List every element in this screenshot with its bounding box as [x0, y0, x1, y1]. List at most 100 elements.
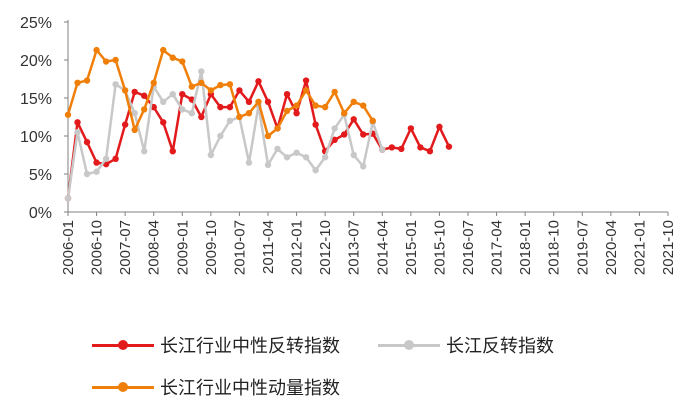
data-point-neutral-reversal	[179, 91, 186, 98]
data-point-neutral-momentum	[207, 87, 215, 94]
data-point-neutral-reversal	[160, 119, 167, 126]
data-point-neutral-momentum	[179, 58, 186, 65]
data-point-neutral-reversal	[407, 125, 415, 132]
data-point-neutral-momentum	[121, 87, 129, 94]
data-point-reversal	[331, 125, 338, 132]
data-point-neutral-momentum	[74, 79, 81, 87]
legend-label-neutral-momentum: 长江行业中性动量指数	[160, 378, 340, 399]
data-point-neutral-momentum	[274, 125, 281, 132]
y-tick-label: 25%	[20, 15, 52, 32]
data-point-reversal	[312, 167, 319, 174]
data-point-reversal	[160, 98, 167, 106]
data-point-neutral-momentum	[369, 117, 376, 125]
data-point-neutral-reversal	[93, 159, 100, 166]
x-tick-label: 2018-10	[546, 220, 563, 275]
data-point-neutral-momentum	[302, 87, 310, 94]
x-tick-label: 2015-01	[403, 220, 420, 275]
data-point-reversal	[217, 132, 224, 140]
data-point-neutral-reversal	[83, 138, 91, 146]
data-point-neutral-momentum	[150, 79, 157, 87]
series-line-reversal	[66, 70, 384, 199]
data-point-reversal	[264, 161, 272, 169]
data-point-reversal	[274, 145, 281, 153]
data-point-neutral-reversal	[255, 78, 262, 85]
data-point-neutral-reversal	[236, 87, 243, 94]
data-point-neutral-reversal	[245, 98, 253, 106]
data-point-reversal	[74, 129, 81, 136]
data-point-reversal	[64, 195, 72, 202]
data-point-neutral-momentum	[236, 113, 243, 121]
y-tick-label: 5%	[29, 167, 52, 184]
data-point-reversal	[350, 151, 357, 159]
data-point-neutral-reversal	[226, 103, 234, 111]
data-point-neutral-reversal	[264, 98, 272, 106]
data-point-neutral-momentum	[331, 88, 338, 96]
data-point-reversal	[179, 106, 186, 113]
data-point-neutral-reversal	[293, 110, 300, 117]
data-point-reversal	[207, 151, 215, 159]
data-point-reversal	[198, 68, 205, 75]
data-point-reversal	[379, 146, 386, 153]
data-point-reversal	[245, 159, 253, 166]
data-point-neutral-momentum	[321, 103, 329, 111]
y-tick-label: 10%	[20, 129, 52, 146]
data-point-neutral-reversal	[302, 77, 310, 84]
x-tick-label: 2009-10	[203, 220, 220, 275]
data-point-neutral-momentum	[131, 126, 138, 134]
data-point-reversal	[112, 81, 119, 88]
x-tick-label: 2009-01	[174, 220, 191, 275]
data-point-reversal	[321, 154, 329, 161]
data-point-neutral-momentum	[226, 81, 234, 88]
legend-swatch-neutral-reversal	[92, 338, 154, 352]
x-tick-label: 2008-04	[146, 220, 163, 275]
x-tick-label: 2012-01	[289, 220, 306, 275]
legend-swatch-reversal	[378, 338, 440, 352]
x-tick-label: 2015-10	[431, 220, 448, 275]
x-tick-label: 2006-01	[60, 220, 77, 275]
data-point-neutral-reversal	[131, 88, 138, 96]
data-point-reversal	[102, 155, 110, 162]
x-tick-label: 2017-04	[489, 220, 506, 275]
data-point-neutral-momentum	[112, 56, 119, 64]
data-point-neutral-momentum	[64, 111, 72, 118]
data-point-reversal	[302, 154, 310, 161]
data-point-reversal	[83, 170, 91, 178]
data-point-neutral-reversal	[140, 92, 148, 99]
data-point-neutral-momentum	[217, 81, 224, 89]
data-point-reversal	[188, 110, 196, 117]
legend-item-reversal: 长江反转指数	[378, 332, 554, 358]
legend-item-neutral-reversal: 长江行业中性反转指数	[92, 332, 340, 358]
data-point-neutral-reversal	[312, 121, 319, 128]
data-point-reversal	[131, 110, 138, 117]
data-point-neutral-momentum	[188, 83, 196, 90]
plot-area: 0% 5% 10% 15% 20% 25% 2006-01 2006-10 2007-07 200…	[20, 15, 677, 275]
data-point-neutral-reversal	[74, 119, 81, 126]
data-point-neutral-momentum	[160, 46, 167, 54]
data-point-neutral-momentum	[198, 79, 205, 87]
legend-label-reversal: 长江反转指数	[446, 336, 554, 357]
data-point-neutral-reversal	[169, 148, 176, 155]
data-point-neutral-momentum	[264, 132, 272, 140]
x-tick-label: 2014-04	[374, 220, 391, 275]
data-point-neutral-reversal	[426, 148, 434, 155]
data-point-neutral-momentum	[293, 102, 300, 109]
data-point-neutral-reversal	[198, 113, 205, 121]
data-point-neutral-reversal	[112, 155, 119, 162]
x-tick-label: 2018-01	[517, 220, 534, 275]
x-tick-label: 2019-07	[574, 220, 591, 275]
data-point-neutral-momentum	[93, 46, 100, 54]
data-point-neutral-momentum	[283, 107, 291, 115]
data-point-reversal	[293, 149, 300, 156]
data-point-neutral-reversal	[445, 143, 453, 150]
series-line-neutral-reversal	[66, 79, 451, 199]
data-point-neutral-reversal	[436, 123, 443, 131]
data-point-neutral-momentum	[245, 110, 253, 117]
data-point-neutral-reversal	[121, 121, 129, 128]
data-point-reversal	[226, 117, 234, 125]
data-point-neutral-reversal	[417, 144, 424, 151]
x-tick-label: 2021-01	[631, 220, 648, 275]
data-point-neutral-reversal	[388, 144, 396, 151]
data-point-neutral-reversal	[360, 131, 367, 138]
data-point-reversal	[283, 154, 291, 161]
